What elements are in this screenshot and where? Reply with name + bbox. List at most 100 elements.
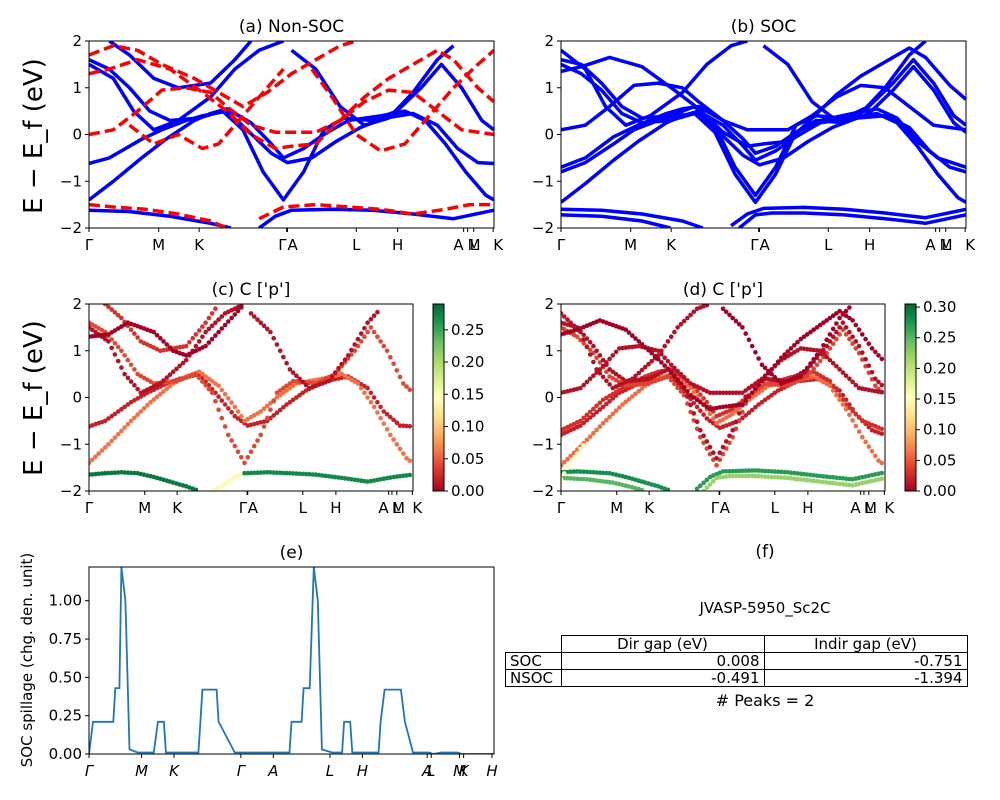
colorbar-tick-label: 0.20 xyxy=(451,353,484,371)
band-point xyxy=(297,392,302,398)
band-point xyxy=(759,378,765,384)
band-point xyxy=(665,339,671,344)
band-point xyxy=(688,312,693,318)
band-point xyxy=(772,363,778,368)
band-point xyxy=(281,385,286,391)
band-point xyxy=(772,382,778,387)
band-point xyxy=(203,320,208,326)
band-point xyxy=(840,397,846,403)
colorbar-tick-label: 0.25 xyxy=(923,329,956,347)
band-point xyxy=(102,418,108,424)
x-tick-label: L xyxy=(299,499,308,517)
band-point xyxy=(119,315,124,321)
y-tick-label: 2 xyxy=(72,295,82,313)
band-point xyxy=(135,386,140,392)
x-tick-label: H xyxy=(864,236,875,254)
band-point xyxy=(264,403,270,409)
band-point xyxy=(209,386,215,392)
band-point xyxy=(711,416,716,421)
band-point xyxy=(879,476,885,482)
band-point xyxy=(827,357,833,363)
band-point xyxy=(746,394,752,400)
band-point xyxy=(287,385,293,391)
band-point xyxy=(740,415,745,421)
band-point xyxy=(326,378,332,384)
band-point xyxy=(678,381,684,386)
band-point xyxy=(281,390,286,396)
y-tick-label: 1 xyxy=(544,79,554,97)
band-point xyxy=(112,328,118,333)
y-tick-label: 0.00 xyxy=(49,745,82,763)
band-point xyxy=(368,325,374,330)
band-point xyxy=(106,442,111,447)
band-point xyxy=(723,439,729,444)
band-point xyxy=(274,342,280,347)
band-point xyxy=(659,352,664,357)
band-point xyxy=(206,383,212,388)
band-point xyxy=(749,407,755,413)
band-point xyxy=(600,420,606,426)
band-point xyxy=(756,356,761,361)
x-tick-label: H xyxy=(330,499,341,517)
band-point xyxy=(594,370,599,375)
band-point xyxy=(591,359,596,365)
band-point xyxy=(746,337,752,343)
plot-frame xyxy=(88,566,495,755)
x-tick-label: Γ xyxy=(237,762,247,780)
band-point xyxy=(756,402,761,407)
band-point xyxy=(604,401,609,407)
band-point xyxy=(578,476,583,482)
band-point xyxy=(704,416,710,421)
band-point xyxy=(209,378,215,384)
band-point xyxy=(365,320,370,326)
band-point xyxy=(834,321,839,326)
band-point xyxy=(587,415,593,420)
band-point xyxy=(863,336,868,342)
band-point xyxy=(300,390,306,396)
band-point xyxy=(102,445,108,450)
colorbar-tick-label: 0.20 xyxy=(923,359,956,377)
band-point xyxy=(843,325,849,330)
band-point xyxy=(840,392,846,398)
band-point xyxy=(200,324,205,329)
band-point xyxy=(604,417,609,423)
x-tick-label: M xyxy=(135,762,148,780)
band-point xyxy=(736,473,742,479)
band-point xyxy=(371,313,377,319)
band-point xyxy=(248,449,254,455)
band-point xyxy=(587,409,593,415)
band-point xyxy=(830,334,836,340)
band-point xyxy=(404,384,409,389)
band-point xyxy=(694,404,700,410)
band-line xyxy=(89,109,494,166)
band-point xyxy=(362,334,367,340)
band-point xyxy=(200,371,205,377)
band-point xyxy=(730,473,735,479)
band-point xyxy=(235,449,241,455)
band-point xyxy=(662,363,667,368)
band-line xyxy=(561,81,966,132)
band-point xyxy=(720,390,726,396)
band-point xyxy=(642,344,648,350)
band-point xyxy=(239,418,244,424)
band-point xyxy=(597,407,603,412)
band-point xyxy=(801,334,807,340)
band-point xyxy=(565,317,570,322)
band-point xyxy=(164,375,170,380)
colorbar-tick-label: 0.15 xyxy=(923,390,956,408)
band-point xyxy=(222,322,228,328)
band-point xyxy=(678,389,684,394)
band-point xyxy=(762,474,768,479)
band-point xyxy=(704,485,710,491)
x-tick-label: Γ xyxy=(557,499,566,517)
band-point xyxy=(203,374,208,379)
band-point xyxy=(587,434,593,439)
band-line xyxy=(89,58,494,202)
band-point xyxy=(358,339,364,344)
band-line xyxy=(561,57,966,198)
band-point xyxy=(138,409,144,414)
band-point xyxy=(772,390,778,396)
band-point xyxy=(675,368,680,374)
